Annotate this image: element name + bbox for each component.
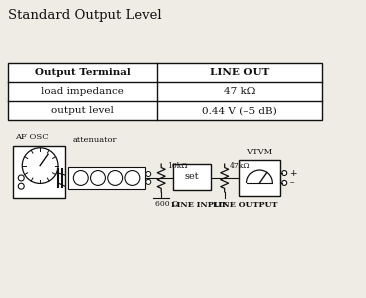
Text: set: set	[184, 173, 199, 181]
Bar	[239, 160, 280, 196]
Text: 47 kΩ: 47 kΩ	[224, 87, 255, 96]
Circle shape	[18, 183, 24, 189]
Circle shape	[125, 170, 140, 185]
Text: Output Terminal: Output Terminal	[35, 68, 131, 77]
Text: 47kΩ: 47kΩ	[229, 162, 250, 170]
Text: load impedance: load impedance	[41, 87, 124, 96]
Bar	[13, 146, 65, 198]
Text: Standard Output Level: Standard Output Level	[8, 9, 162, 22]
Text: 10kΩ: 10kΩ	[167, 162, 188, 170]
Bar	[8, 63, 322, 120]
Circle shape	[282, 170, 287, 176]
Circle shape	[146, 172, 151, 176]
Text: output level: output level	[51, 106, 114, 115]
Text: 600 Ω: 600 Ω	[155, 200, 179, 208]
Text: +: +	[289, 168, 297, 178]
Text: attenuator: attenuator	[73, 136, 117, 144]
Circle shape	[90, 170, 105, 185]
Circle shape	[22, 148, 58, 184]
Circle shape	[73, 170, 88, 185]
Text: –: –	[289, 179, 294, 187]
Text: VTVM: VTVM	[246, 148, 273, 156]
Text: LINE OUTPUT: LINE OUTPUT	[213, 201, 277, 209]
Circle shape	[282, 181, 287, 185]
Circle shape	[108, 170, 123, 185]
Text: AF OSC: AF OSC	[15, 133, 49, 141]
Text: 0.44 V (–5 dB): 0.44 V (–5 dB)	[202, 106, 277, 115]
Text: LINE OUT: LINE OUT	[210, 68, 269, 77]
Bar	[173, 164, 211, 190]
Bar	[68, 167, 145, 189]
Circle shape	[18, 175, 24, 181]
Circle shape	[146, 179, 151, 184]
Text: LINE INPUT: LINE INPUT	[171, 201, 227, 209]
